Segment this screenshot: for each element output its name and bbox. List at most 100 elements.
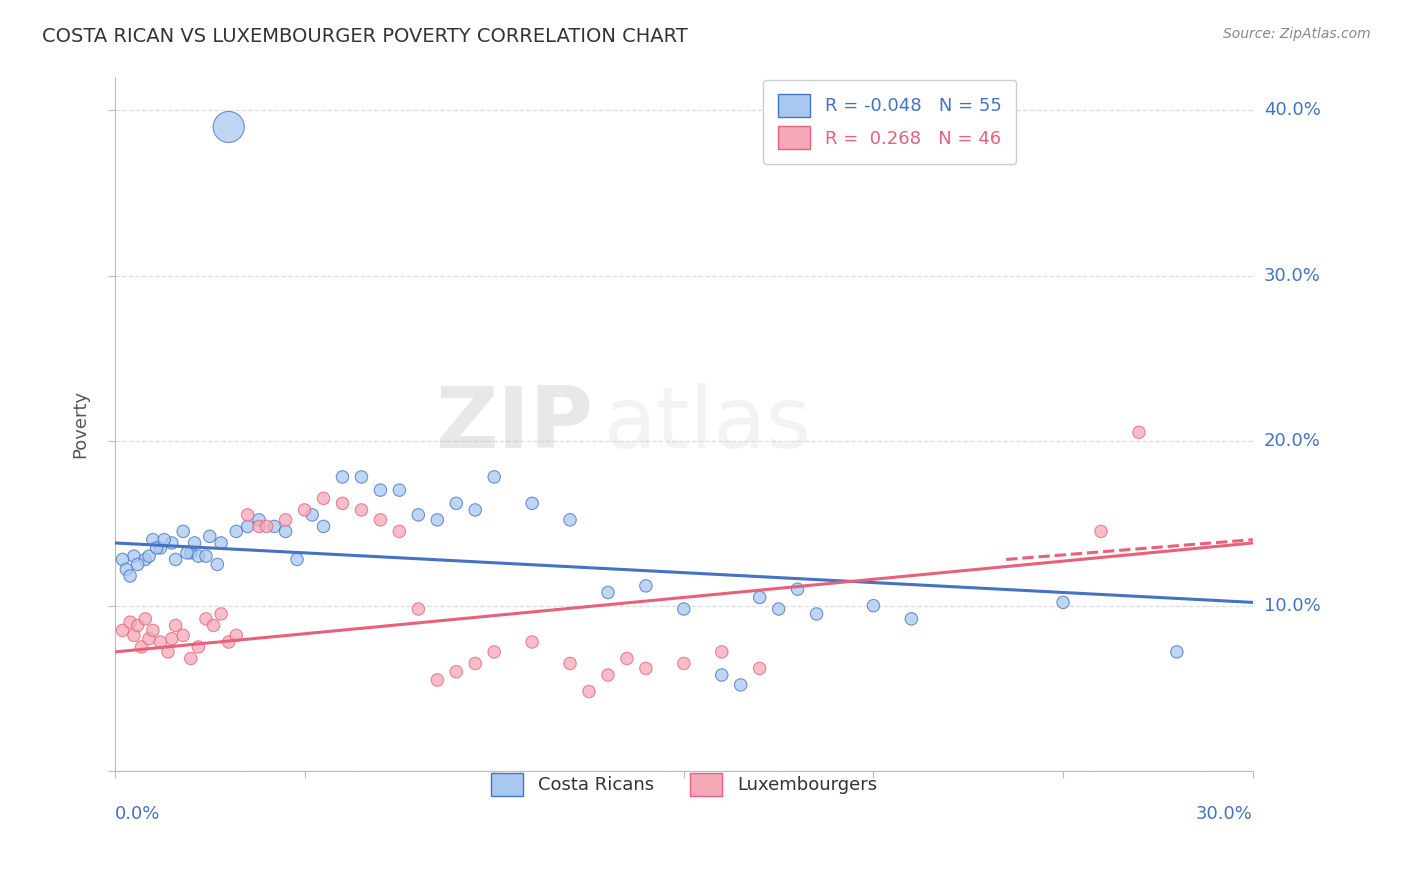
- Point: [202, 618, 225, 632]
- Point: [482, 470, 505, 484]
- Point: [1052, 595, 1074, 609]
- Point: [247, 513, 270, 527]
- Point: [149, 541, 172, 555]
- Text: Source: ZipAtlas.com: Source: ZipAtlas.com: [1223, 27, 1371, 41]
- Point: [165, 552, 187, 566]
- Text: ZIP: ZIP: [434, 383, 593, 466]
- Point: [446, 496, 468, 510]
- Point: [157, 645, 180, 659]
- Point: [578, 684, 600, 698]
- Point: [464, 503, 486, 517]
- Point: [194, 549, 217, 563]
- Point: [312, 491, 335, 506]
- Point: [1090, 524, 1112, 539]
- Point: [209, 536, 232, 550]
- Point: [672, 657, 695, 671]
- Point: [111, 552, 134, 566]
- Point: [370, 483, 392, 497]
- Point: [263, 519, 285, 533]
- Point: [172, 524, 194, 539]
- Point: [225, 524, 247, 539]
- Point: [236, 508, 259, 522]
- Point: [768, 602, 790, 616]
- Text: 20.0%: 20.0%: [1264, 432, 1320, 450]
- Point: [183, 536, 205, 550]
- Point: [388, 483, 411, 497]
- Point: [120, 569, 142, 583]
- Y-axis label: Poverty: Poverty: [72, 390, 89, 458]
- Point: [274, 524, 297, 539]
- Text: atlas: atlas: [605, 383, 813, 466]
- Point: [194, 612, 217, 626]
- Point: [285, 552, 308, 566]
- Point: [426, 513, 449, 527]
- Point: [301, 508, 323, 522]
- Point: [160, 632, 183, 646]
- Point: [806, 607, 828, 621]
- Point: [127, 618, 149, 632]
- Point: [634, 661, 657, 675]
- Point: [482, 645, 505, 659]
- Point: [176, 546, 198, 560]
- Point: [672, 602, 695, 616]
- Point: [446, 665, 468, 679]
- Point: [256, 519, 278, 533]
- Point: [172, 628, 194, 642]
- Point: [120, 615, 142, 630]
- Point: [115, 562, 138, 576]
- Point: [748, 661, 770, 675]
- Point: [408, 508, 430, 522]
- Point: [142, 624, 165, 638]
- Point: [209, 607, 232, 621]
- Point: [122, 628, 145, 642]
- Point: [408, 602, 430, 616]
- Point: [218, 635, 240, 649]
- Point: [350, 470, 373, 484]
- Point: [748, 591, 770, 605]
- Point: [616, 651, 638, 665]
- Point: [187, 640, 209, 654]
- Point: [198, 529, 221, 543]
- Point: [596, 668, 619, 682]
- Point: [153, 533, 176, 547]
- Point: [596, 585, 619, 599]
- Point: [165, 618, 187, 632]
- Point: [111, 624, 134, 638]
- Point: [274, 513, 297, 527]
- Point: [207, 558, 229, 572]
- Point: [464, 657, 486, 671]
- Point: [236, 519, 259, 533]
- Point: [332, 470, 354, 484]
- Point: [900, 612, 922, 626]
- Point: [332, 496, 354, 510]
- Point: [247, 519, 270, 533]
- Point: [225, 628, 247, 642]
- Point: [312, 519, 335, 533]
- Point: [142, 533, 165, 547]
- Text: 10.0%: 10.0%: [1264, 597, 1320, 615]
- Point: [134, 612, 156, 626]
- Point: [218, 120, 240, 134]
- Legend: Costa Ricans, Luxembourgers: Costa Ricans, Luxembourgers: [477, 758, 891, 810]
- Point: [149, 635, 172, 649]
- Text: 0.0%: 0.0%: [115, 805, 160, 823]
- Point: [122, 549, 145, 563]
- Point: [520, 496, 543, 510]
- Text: 30.0%: 30.0%: [1197, 805, 1253, 823]
- Point: [710, 668, 733, 682]
- Point: [180, 546, 202, 560]
- Point: [131, 640, 153, 654]
- Point: [370, 513, 392, 527]
- Point: [730, 678, 752, 692]
- Point: [138, 549, 160, 563]
- Point: [180, 651, 202, 665]
- Text: 30.0%: 30.0%: [1264, 267, 1320, 285]
- Point: [786, 582, 808, 597]
- Text: 40.0%: 40.0%: [1264, 102, 1320, 120]
- Point: [1128, 425, 1150, 440]
- Point: [160, 536, 183, 550]
- Point: [558, 513, 581, 527]
- Point: [145, 541, 167, 555]
- Point: [426, 673, 449, 687]
- Point: [388, 524, 411, 539]
